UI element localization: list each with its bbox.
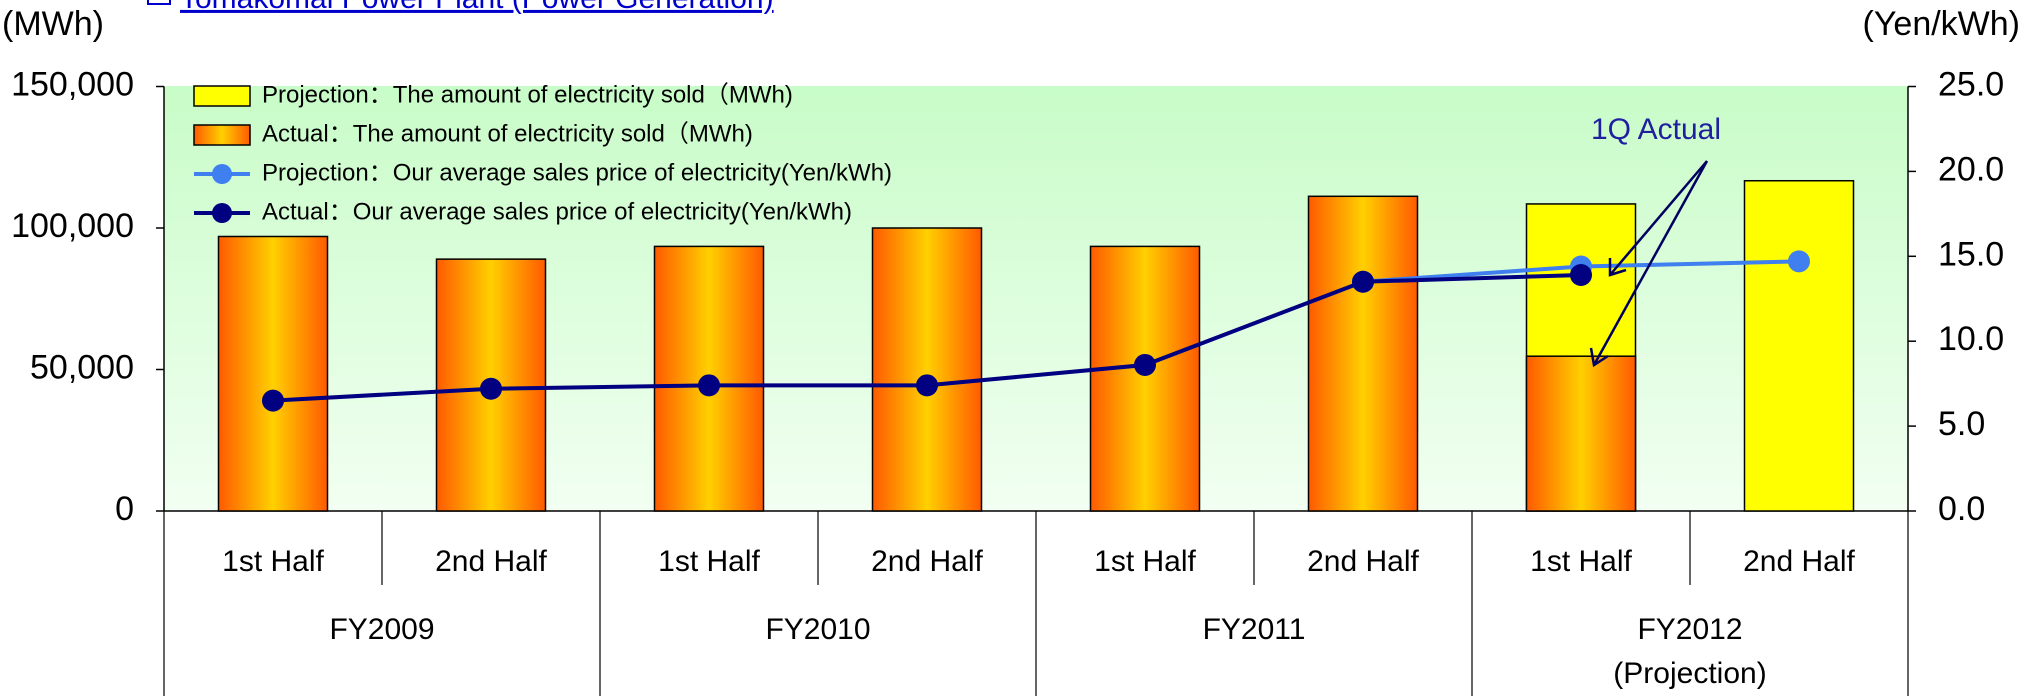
x-tick-label: 2nd Half [1307, 545, 1419, 578]
bar [1525, 355, 1637, 512]
y2-tick-label: 25.0 [1938, 65, 2004, 103]
group-label: FY2009 [329, 613, 434, 646]
link-icon [147, 0, 171, 5]
x-tick-label: 2nd Half [435, 545, 547, 578]
legend-label: Actual：The amount of electricity sold（MW… [262, 120, 753, 147]
line-marker [262, 389, 284, 412]
line-marker [1352, 270, 1374, 293]
legend-label: Actual：Our average sales price of electr… [262, 198, 852, 225]
bar [217, 235, 329, 512]
plot-background [164, 86, 1908, 511]
x-tick-label: 1st Half [1530, 545, 1632, 578]
bar [1089, 245, 1201, 512]
legend-swatch [193, 124, 251, 146]
line-marker [1134, 353, 1156, 376]
group-label: FY2012 [1637, 613, 1742, 646]
y2-tick-label: 15.0 [1938, 235, 2004, 273]
bar [1743, 179, 1855, 512]
y-tick-label: 150,000 [11, 65, 134, 103]
legend-marker [212, 164, 232, 184]
x-tick-label: 1st Half [222, 545, 324, 578]
annotation-arrows [1589, 160, 1709, 368]
bar [1307, 195, 1419, 512]
x-tick-label: 1st Half [1094, 545, 1196, 578]
annotation: 1Q Actual [1591, 113, 1721, 146]
arrow-head [1589, 347, 1609, 368]
legend-label: Projection：The amount of electricity sol… [262, 81, 793, 108]
legend-swatch [193, 85, 251, 107]
legend-marker [212, 203, 232, 223]
bar [871, 227, 983, 512]
line-marker [1788, 250, 1810, 273]
y2-tick-label: 0.0 [1938, 490, 1985, 528]
arrow-head [1608, 258, 1627, 277]
y2-tick-label: 5.0 [1938, 405, 1985, 443]
line-marker [916, 374, 938, 397]
line-marker [480, 377, 502, 400]
chart-title[interactable]: Tomakomai Power Plant (Power Generation) [180, 0, 774, 15]
group-label: FY2011 [1203, 613, 1306, 646]
x-tick-label: 1st Half [658, 545, 760, 578]
legend-label: Projection：Our average sales price of el… [262, 159, 892, 186]
arrow [1609, 160, 1708, 276]
y-tick-label: 0 [115, 490, 134, 528]
y-tick-label: 50,000 [30, 348, 134, 386]
y2-tick-label: 10.0 [1938, 320, 2004, 358]
plot: 0 50,000 100,000 150,000 0.0 5.0 10.0 15.0 20.0 2… [11, 65, 2004, 696]
arrow [1592, 160, 1709, 366]
x-tick-label: 2nd Half [1743, 545, 1855, 578]
y-axis-label: (MWh) [2, 5, 104, 43]
x-tick-label: 2nd Half [871, 545, 983, 578]
line-marker [1570, 263, 1592, 286]
group-label: FY2010 [765, 613, 870, 646]
line-marker [698, 374, 720, 397]
title-link[interactable]: Tomakomai Power Plant (Power Generation) [147, 0, 774, 15]
y2-tick-label: 20.0 [1938, 150, 2004, 188]
group-note: (Projection) [1613, 657, 1766, 690]
y2-axis-label: (Yen/kWh) [1863, 5, 2020, 43]
y-tick-label: 100,000 [11, 207, 134, 245]
